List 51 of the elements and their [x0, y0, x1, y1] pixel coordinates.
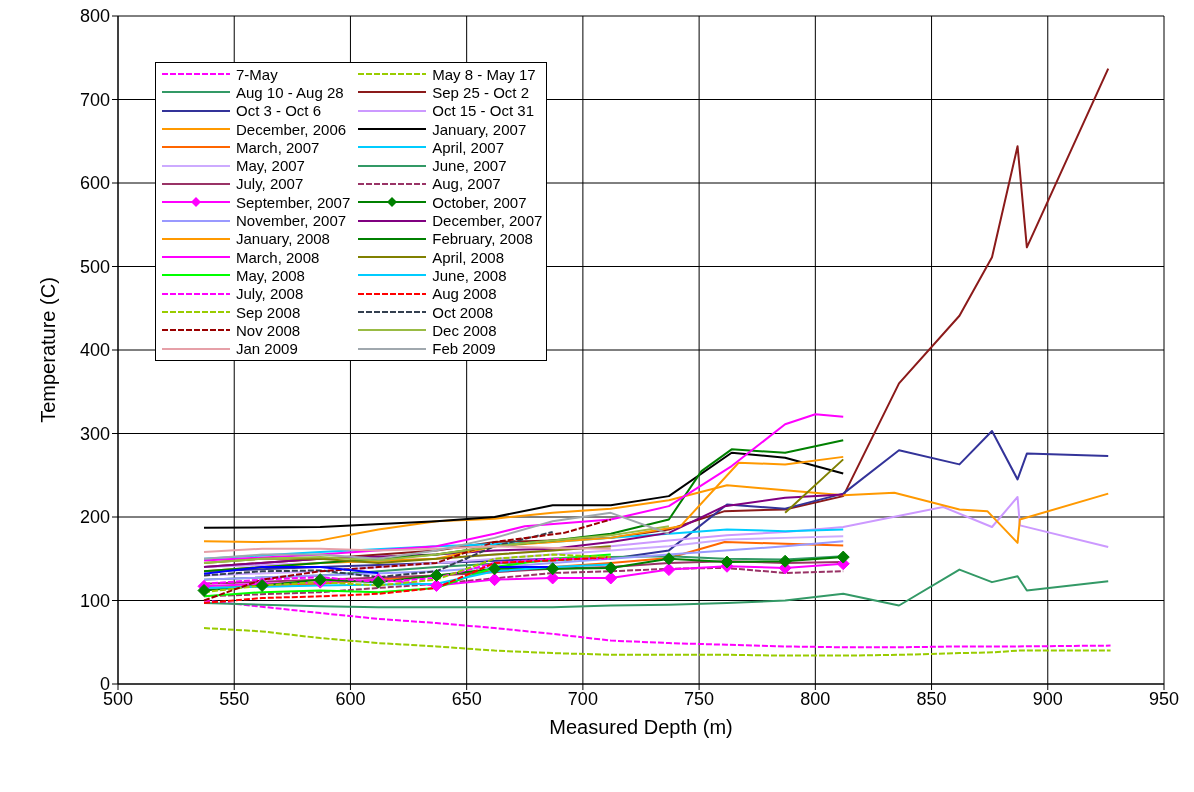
legend-label: May, 2008	[236, 266, 305, 284]
legend-label: January, 2007	[432, 120, 527, 138]
legend-label: October, 2007	[432, 193, 527, 211]
legend-label: June, 2007	[432, 157, 507, 175]
y-tick-label: 300	[79, 423, 110, 444]
legend-label: September, 2007	[236, 193, 351, 211]
x-tick-label: 650	[451, 688, 482, 709]
legend-label: May, 2007	[236, 157, 305, 175]
legend-label: April, 2008	[432, 248, 504, 266]
legend-label: Jan 2009	[236, 340, 298, 358]
legend-label: May 8 - May 17	[432, 65, 536, 83]
legend-label: Dec 2008	[432, 321, 497, 339]
legend-label: Sep 2008	[236, 303, 301, 321]
legend-label: Oct 2008	[432, 303, 494, 321]
legend-label: Feb 2009	[432, 340, 496, 358]
legend-label: December, 2006	[236, 120, 347, 138]
legend-label: Oct 15 - Oct 31	[432, 102, 534, 120]
legend-label: July, 2007	[236, 175, 304, 193]
x-tick-label: 750	[684, 688, 715, 709]
y-tick-label: 500	[79, 256, 110, 277]
x-tick-label: 850	[916, 688, 947, 709]
y-tick-label: 200	[79, 507, 110, 528]
legend-label: February, 2008	[432, 230, 533, 248]
legend-label: Oct 3 - Oct 6	[236, 102, 322, 120]
x-tick-label: 950	[1148, 688, 1180, 709]
legend-label: Aug, 2007	[432, 175, 501, 193]
x-tick-label: 550	[219, 688, 250, 709]
y-tick-label: 400	[79, 340, 110, 361]
y-tick-label: 800	[79, 6, 110, 27]
legend-label: Nov 2008	[236, 321, 301, 339]
x-tick-label: 800	[800, 688, 831, 709]
y-axis-title: Temperature (C)	[37, 277, 60, 423]
x-tick-label: 900	[1032, 688, 1063, 709]
legend-label: January, 2008	[236, 230, 330, 248]
y-tick-label: 600	[79, 173, 110, 194]
legend-label: November, 2007	[236, 212, 347, 230]
legend-label: March, 2008	[236, 248, 320, 266]
y-tick-label: 100	[79, 590, 110, 611]
legend-label: Aug 10 - Aug 28	[236, 83, 344, 101]
x-tick-label: 600	[335, 688, 366, 709]
x-axis-title: Measured Depth (m)	[549, 716, 733, 738]
legend-label: July, 2008	[236, 285, 304, 303]
legend-label: April, 2007	[432, 138, 504, 156]
y-tick-label: 700	[79, 89, 110, 110]
legend-label: Sep 25 - Oct 2	[432, 83, 529, 101]
x-tick-label: 700	[567, 688, 598, 709]
legend-label: 7-May	[236, 65, 278, 83]
legend-label: March, 2007	[236, 138, 320, 156]
legend-label: December, 2007	[432, 212, 543, 230]
legend-label: Aug 2008	[432, 285, 497, 303]
legend-label: June, 2008	[432, 266, 507, 284]
